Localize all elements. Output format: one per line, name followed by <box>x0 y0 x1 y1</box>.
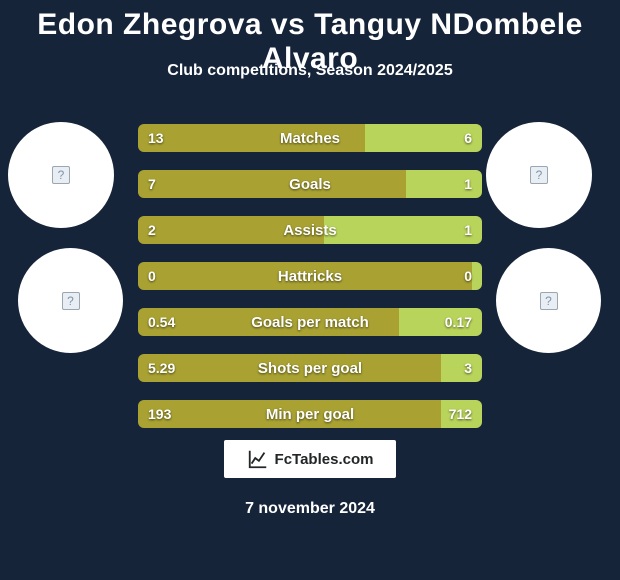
comparison-bars: 136Matches 71Goals 21Assists 00Hattricks 0.5… <box>138 124 482 446</box>
date-text: 7 november 2024 <box>0 500 620 518</box>
stat-row: 71Goals <box>138 170 482 198</box>
stat-bar-right <box>399 308 482 336</box>
player-avatar-top-left <box>8 122 114 228</box>
chart-icon <box>247 448 269 470</box>
stat-bar-left <box>138 170 406 198</box>
stat-bar-left <box>138 308 399 336</box>
stat-bar-left <box>138 400 441 428</box>
stat-bar-left <box>138 354 441 382</box>
stat-row: 21Assists <box>138 216 482 244</box>
stat-row: 136Matches <box>138 124 482 152</box>
stat-bar-left <box>138 124 365 152</box>
stat-bar-right <box>441 354 482 382</box>
stat-bar-left <box>138 216 324 244</box>
stat-row: 5.293Shots per goal <box>138 354 482 382</box>
club-avatar-bottom-left <box>18 248 123 353</box>
stat-bar-right <box>441 400 482 428</box>
stat-bar-right <box>472 262 482 290</box>
subtitle: Club competitions, Season 2024/2025 <box>0 62 620 80</box>
stat-row: 0.540.17Goals per match <box>138 308 482 336</box>
player-avatar-top-right <box>486 122 592 228</box>
club-avatar-bottom-right <box>496 248 601 353</box>
image-placeholder-icon <box>540 292 558 310</box>
stat-row: 00Hattricks <box>138 262 482 290</box>
fctables-logo[interactable]: FcTables.com <box>224 440 396 478</box>
stat-bar-left <box>138 262 472 290</box>
stat-bar-right <box>365 124 482 152</box>
stat-bar-right <box>324 216 482 244</box>
image-placeholder-icon <box>52 166 70 184</box>
logo-text: FcTables.com <box>275 451 374 468</box>
image-placeholder-icon <box>530 166 548 184</box>
stat-bar-right <box>406 170 482 198</box>
image-placeholder-icon <box>62 292 80 310</box>
stat-row: 193712Min per goal <box>138 400 482 428</box>
